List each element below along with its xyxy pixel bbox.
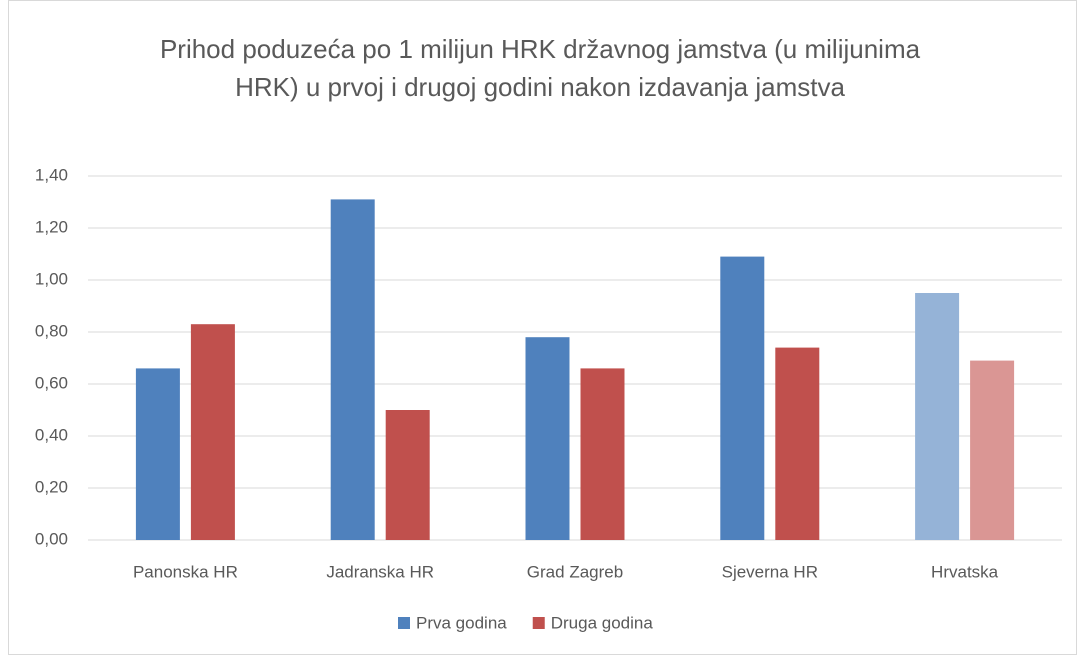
bar bbox=[385, 410, 430, 540]
bar bbox=[330, 199, 375, 540]
bar bbox=[190, 324, 235, 540]
x-tick-label: Sjeverna HR bbox=[722, 562, 818, 581]
legend-swatch bbox=[398, 617, 410, 629]
y-tick-label: 1,00 bbox=[35, 269, 68, 288]
legend-label: Druga godina bbox=[551, 613, 654, 632]
legend-swatch bbox=[532, 617, 545, 629]
y-tick-label: 0,20 bbox=[35, 477, 68, 496]
chart-title: Prihod poduzeća po 1 milijun HRK državno… bbox=[159, 34, 921, 102]
x-tick-label: Hrvatska bbox=[931, 562, 999, 581]
chart-border bbox=[8, 0, 1077, 655]
x-tick-label: Grad Zagreb bbox=[527, 562, 623, 581]
y-tick-label: 1,40 bbox=[35, 165, 68, 184]
y-tick-label: 0,80 bbox=[35, 321, 68, 340]
bar bbox=[970, 360, 1015, 540]
y-tick-label: 0,60 bbox=[35, 373, 68, 392]
y-tick-label: 1,20 bbox=[35, 217, 68, 236]
y-tick-label: 0,00 bbox=[35, 529, 68, 548]
bar bbox=[915, 293, 960, 540]
bar bbox=[775, 347, 820, 540]
bar bbox=[720, 256, 765, 540]
x-tick-label: Jadranska HR bbox=[326, 562, 434, 581]
bar bbox=[525, 337, 570, 540]
y-tick-label: 0,40 bbox=[35, 425, 68, 444]
x-tick-label: Panonska HR bbox=[133, 562, 238, 581]
bar bbox=[580, 368, 625, 540]
legend-label: Prva godina bbox=[416, 613, 507, 632]
bar bbox=[135, 368, 180, 540]
